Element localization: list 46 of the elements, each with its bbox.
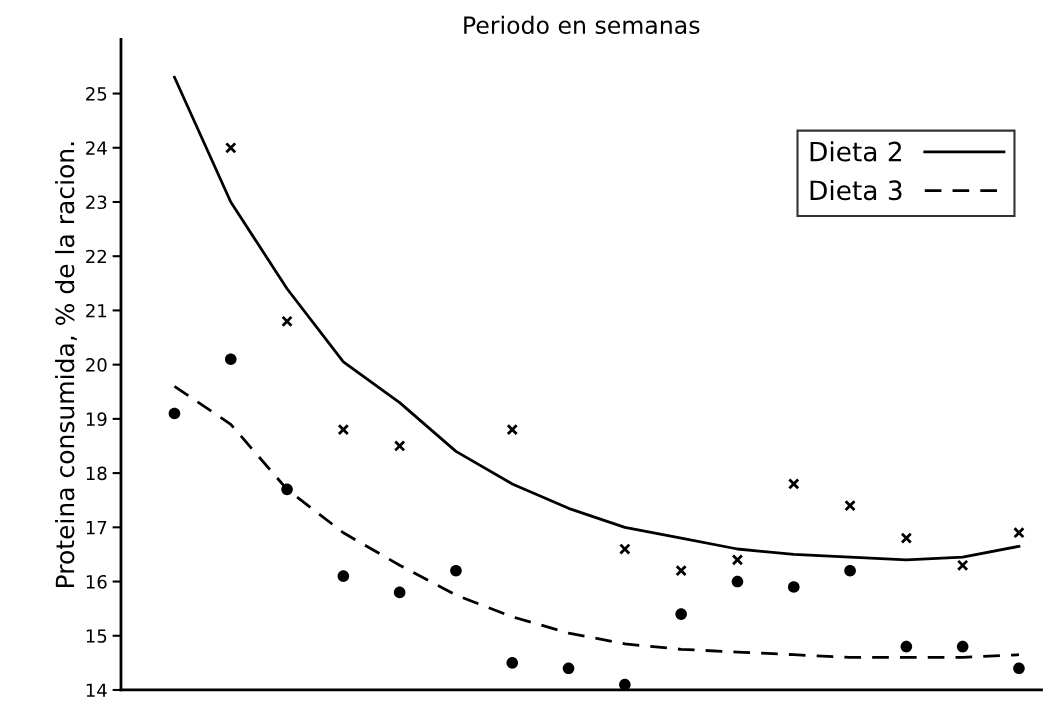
point	[956, 559, 969, 572]
y-tick-label: 22	[86, 249, 106, 264]
y-tick-label: 17	[86, 521, 107, 535]
point	[844, 499, 856, 512]
line-series	[173, 384, 1021, 659]
point	[787, 478, 800, 490]
point	[619, 543, 631, 555]
point	[900, 640, 913, 653]
y-tick-label: 19	[86, 412, 107, 426]
y-tick-label: 24	[86, 141, 107, 155]
point	[619, 678, 631, 690]
point	[168, 407, 181, 420]
point	[900, 532, 913, 544]
y-tick-label: 14	[86, 683, 107, 697]
point	[337, 423, 350, 436]
y-tick-label: 23	[86, 195, 107, 210]
point	[731, 554, 744, 566]
point	[393, 586, 406, 599]
point	[506, 657, 519, 669]
point	[956, 640, 969, 653]
point	[393, 440, 406, 452]
y-tick-label: 15	[86, 629, 107, 643]
point	[224, 141, 237, 154]
y-axis-title: Proteina consumida, % de la racion.	[55, 142, 77, 587]
point	[844, 564, 856, 577]
point	[506, 423, 519, 436]
point	[450, 564, 462, 577]
point	[731, 575, 744, 588]
x-axis-title: Periodo en semanas	[464, 15, 700, 35]
point	[337, 570, 350, 582]
y-tick-label: 21	[86, 303, 107, 318]
y-tick-label: 16	[86, 574, 107, 589]
point	[675, 608, 687, 620]
point	[1013, 662, 1025, 675]
point	[281, 483, 293, 496]
y-tick-label: 25	[86, 87, 107, 101]
point	[562, 662, 575, 675]
point	[281, 315, 293, 328]
point	[1013, 526, 1025, 539]
y-tick-label: 20	[86, 358, 107, 372]
point	[787, 581, 800, 593]
point	[224, 353, 237, 366]
legend-label: Dieta 2	[810, 141, 901, 162]
point	[675, 564, 687, 577]
legend-label: Dieta 3	[810, 179, 902, 201]
y-tick-label: 18	[86, 466, 107, 481]
